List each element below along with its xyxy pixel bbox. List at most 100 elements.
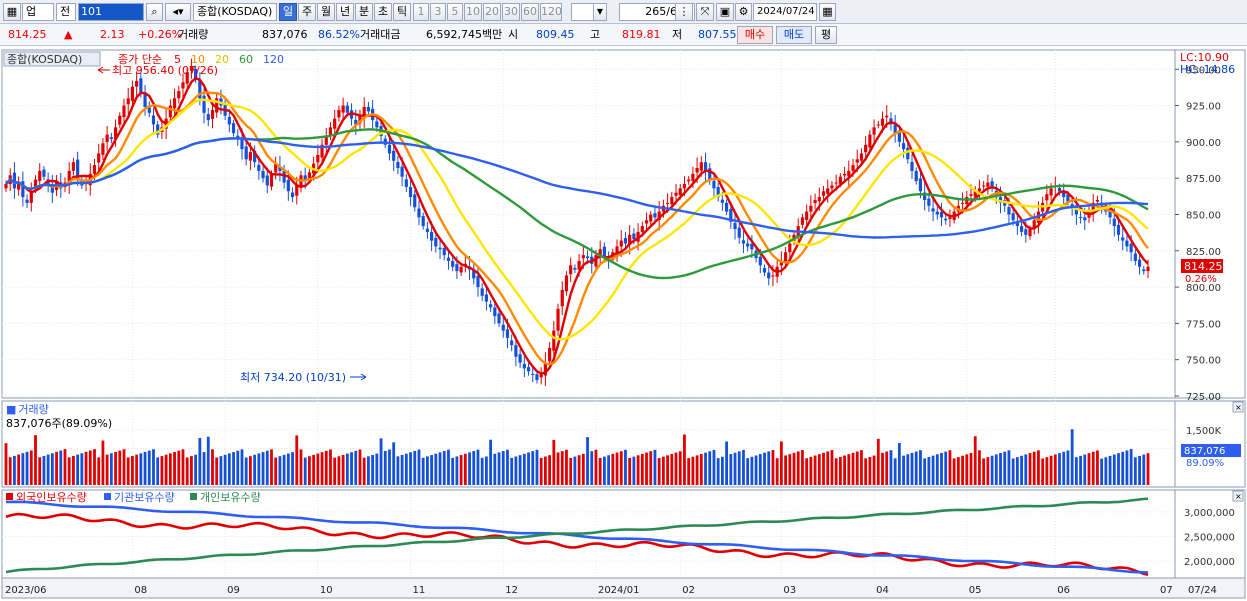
candle-body [354, 119, 358, 125]
volume-bar [240, 449, 244, 485]
candle-body [510, 340, 514, 346]
x-tick: 06 [1057, 585, 1070, 596]
volume-bar [358, 449, 362, 485]
volume-bar [771, 450, 775, 485]
minute-button[interactable]: 20 [483, 3, 501, 21]
volume-bar [253, 454, 257, 485]
interval-tab[interactable]: 초 [374, 3, 392, 21]
candle-body [147, 105, 151, 113]
volume-bar [122, 449, 126, 485]
volume-bar [434, 453, 438, 485]
period-type-select[interactable]: 전 [56, 3, 76, 21]
interval-tab[interactable]: 주 [298, 3, 316, 21]
interval-tab[interactable]: 일 [279, 3, 297, 21]
buy-button[interactable]: 매수 [737, 26, 773, 44]
candle-body [1015, 222, 1019, 227]
candle-body [809, 205, 813, 212]
minute-button[interactable]: 1 [413, 3, 429, 21]
avg-button[interactable]: 평 [815, 26, 837, 44]
volume-label-text: 거래량 [18, 403, 48, 416]
volume-bar [699, 454, 703, 485]
candle-body [826, 188, 830, 194]
volume-panel-close-icon[interactable] [1232, 401, 1244, 413]
save-icon[interactable]: ▣ [716, 3, 734, 21]
volume-bar [1028, 453, 1032, 485]
candle-body [257, 164, 261, 171]
low-value: 807.55 [698, 28, 737, 41]
volume-bar [215, 457, 219, 485]
holdings-panel-close-icon[interactable] [1232, 490, 1244, 502]
legend-ma-period: 20 [215, 53, 229, 66]
date-field[interactable]: 2024/07/24 [753, 3, 817, 21]
volume-bar [114, 451, 117, 485]
candle-body [101, 143, 105, 155]
minute-button[interactable]: 60 [521, 3, 539, 21]
candle-body [387, 144, 392, 154]
arrow-up-down-icon[interactable]: ◂▾ [165, 3, 191, 21]
high-annotation: 최고 956.40 (07/26) [112, 64, 218, 77]
volume-bar [733, 452, 737, 485]
holdings-legend-swatch [104, 493, 111, 500]
minute-button[interactable]: 5 [447, 3, 463, 21]
volume-bar [463, 453, 467, 485]
volume-bar [927, 457, 931, 485]
volume-bar [914, 451, 918, 485]
legend-name-box[interactable] [3, 51, 101, 67]
sell-button[interactable]: 매도 [776, 26, 812, 44]
candle-body [408, 186, 413, 198]
interval-tab[interactable]: 월 [317, 3, 335, 21]
volume-bar [1066, 450, 1070, 485]
minute-button[interactable]: 30 [502, 3, 520, 21]
candle-body [880, 118, 885, 126]
x-tick: 02 [682, 585, 695, 596]
interval-tab[interactable]: 틱 [393, 3, 411, 21]
code-input[interactable]: 101 [78, 3, 144, 21]
candle-body [526, 367, 531, 372]
volume-bar [813, 455, 817, 485]
candle-body [451, 260, 455, 267]
amount-label: 거래대금 [360, 28, 401, 41]
current-price-tag [1181, 259, 1223, 273]
interval-tab[interactable]: 분 [355, 3, 373, 21]
candle-body [746, 243, 750, 247]
minute-button[interactable]: 10 [464, 3, 482, 21]
interval-tab[interactable]: 년 [336, 3, 354, 21]
volume-bar [46, 454, 50, 485]
price-tick: 775.00 [1186, 319, 1221, 330]
volume-bar [674, 452, 678, 485]
candle-body [813, 199, 817, 204]
candle-body [552, 330, 556, 351]
x-tick: 2024/01 [598, 585, 640, 596]
x-tick: 07 [1160, 585, 1173, 596]
minute-button[interactable]: 120 [540, 3, 562, 21]
data-settings-icon[interactable]: ⋮ [675, 3, 693, 21]
candle-body [295, 185, 299, 196]
calendar-icon[interactable]: ▦ [819, 3, 836, 21]
menu-icon[interactable]: ▦ [3, 3, 21, 21]
quote-bar: 814.25 ▲ 2.13 +0.26% 거래량 837,076 86.52% … [0, 24, 1247, 46]
candle-body [876, 124, 880, 126]
gear-icon[interactable]: ⚙ [735, 3, 752, 21]
crosshair-icon[interactable]: ⤧ [696, 3, 714, 21]
candle-body [375, 121, 379, 128]
candle-body [737, 227, 741, 238]
search-icon[interactable]: ⌕ [146, 3, 163, 21]
candle-body [227, 117, 231, 125]
chevron-down-icon[interactable]: ▼ [593, 3, 607, 21]
candle-body [17, 182, 21, 190]
candle-body [830, 185, 834, 189]
candle-body [139, 78, 143, 93]
market-select[interactable]: 업 [22, 3, 54, 21]
volume-bar [164, 454, 168, 485]
chart-area[interactable]: 725.00 750.00 775.00 800.00 825.00 850.00 875.… [0, 47, 1247, 601]
candle-body [1083, 217, 1087, 221]
holdings-legend-label: 기관보유수량 [114, 491, 175, 504]
volume-tag [1181, 444, 1241, 457]
candle-body [156, 124, 160, 135]
minute-button[interactable]: 3 [430, 3, 446, 21]
price-tick: 825.00 [1186, 247, 1221, 258]
high-arrow-icon [97, 66, 110, 74]
volume-bar [893, 458, 897, 485]
volume-bar [1070, 429, 1074, 485]
volume-bar [286, 453, 290, 485]
